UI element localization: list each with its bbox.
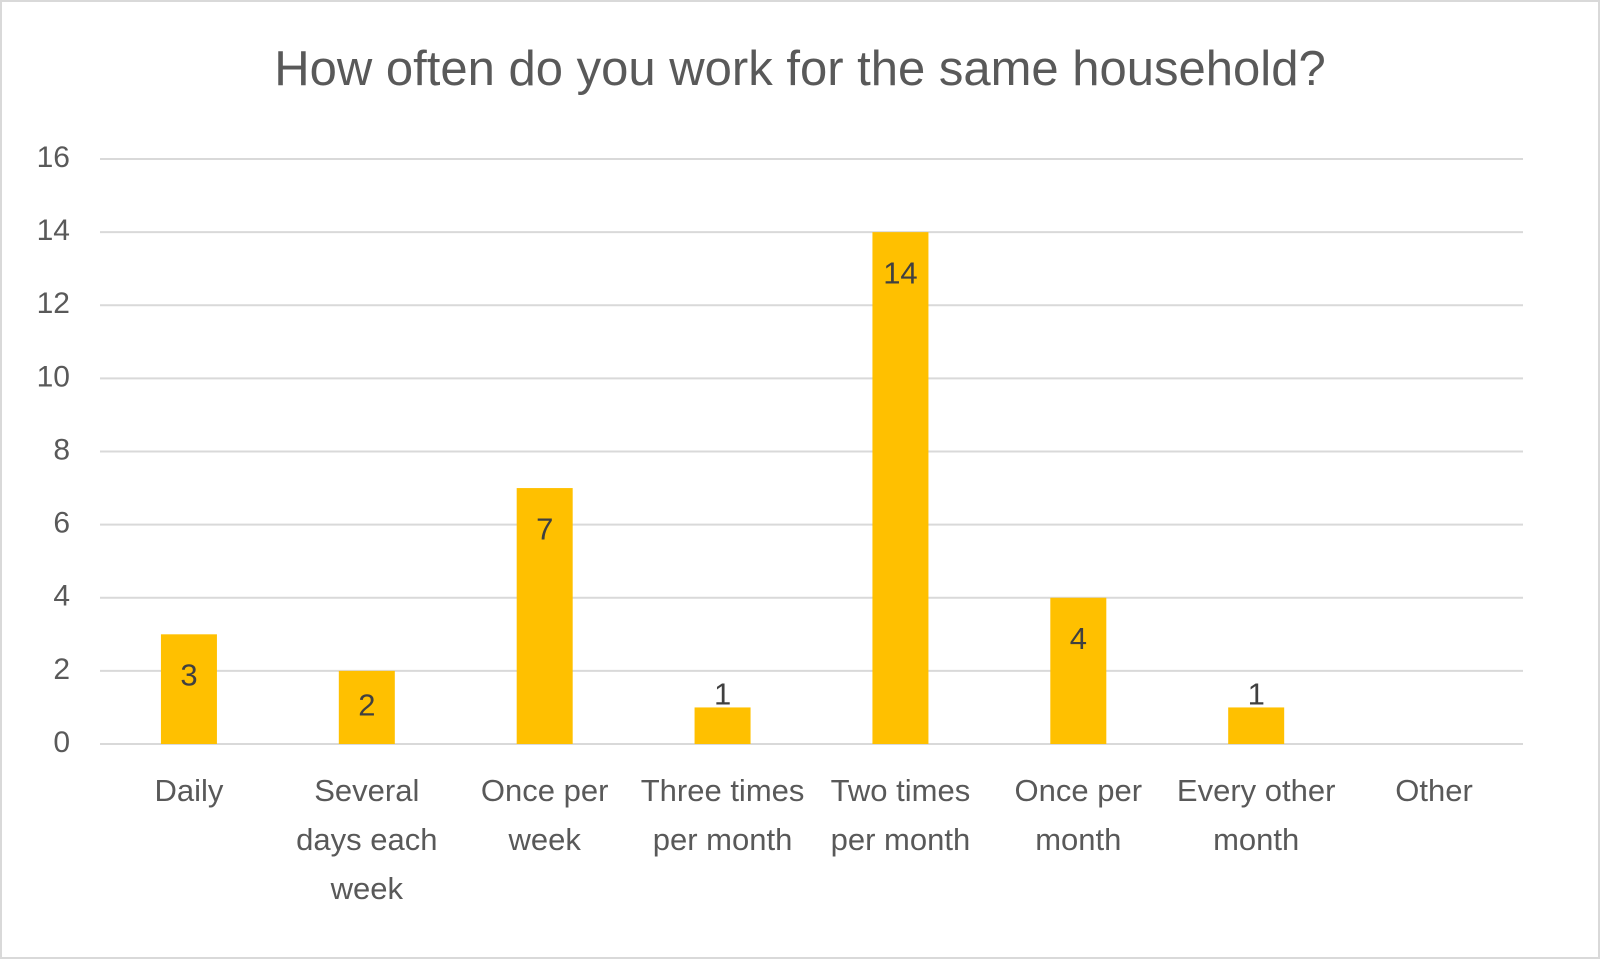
y-tick-label: 12 xyxy=(37,287,70,320)
x-tick-label-box: Daily xyxy=(154,773,224,808)
y-tick-label: 14 xyxy=(37,214,70,247)
x-tick-label: Other xyxy=(1395,773,1473,808)
y-tick-label: 6 xyxy=(53,507,70,540)
x-tick-label: Daily xyxy=(154,773,224,808)
bar xyxy=(872,232,929,744)
y-tick-label: 2 xyxy=(53,653,70,686)
x-tick-label-box: Several days each week xyxy=(296,773,438,906)
x-tick-label: Two times per month xyxy=(830,773,971,857)
bar xyxy=(338,670,395,744)
x-tick-label-box: Other xyxy=(1395,773,1473,808)
x-tick-label: Once per week xyxy=(480,773,609,857)
x-tick-label: Every other month xyxy=(1176,773,1336,857)
x-tick-label-box: Every other month xyxy=(1176,773,1336,857)
x-tick-label-box: Three times per month xyxy=(640,773,805,857)
y-tick-label: 4 xyxy=(53,580,70,613)
x-tick-label: Once per month xyxy=(1014,773,1143,857)
data-label: 1 xyxy=(1248,677,1265,712)
bar xyxy=(1050,597,1107,744)
bar xyxy=(516,488,573,744)
x-tick-label: Three times per month xyxy=(640,773,805,857)
data-label: 2 xyxy=(358,688,375,723)
data-label: 3 xyxy=(180,658,197,693)
y-tick-label: 10 xyxy=(37,360,70,393)
bar xyxy=(160,634,217,744)
y-tick-label: 16 xyxy=(37,141,70,174)
x-tick-label: Several days each week xyxy=(296,773,438,906)
y-tick-label: 8 xyxy=(53,433,70,466)
data-label: 7 xyxy=(536,511,553,546)
x-tick-label-box: Once per month xyxy=(1014,773,1143,857)
x-tick-label-box: Two times per month xyxy=(830,773,971,857)
data-label: 4 xyxy=(1070,621,1087,656)
bar xyxy=(694,707,751,744)
chart-title: How often do you work for the same house… xyxy=(274,42,1325,96)
bar xyxy=(1228,707,1285,744)
y-tick-label: 0 xyxy=(53,726,70,759)
data-label: 14 xyxy=(883,255,917,290)
x-tick-label-box: Once per week xyxy=(480,773,609,857)
data-label: 1 xyxy=(714,677,731,712)
